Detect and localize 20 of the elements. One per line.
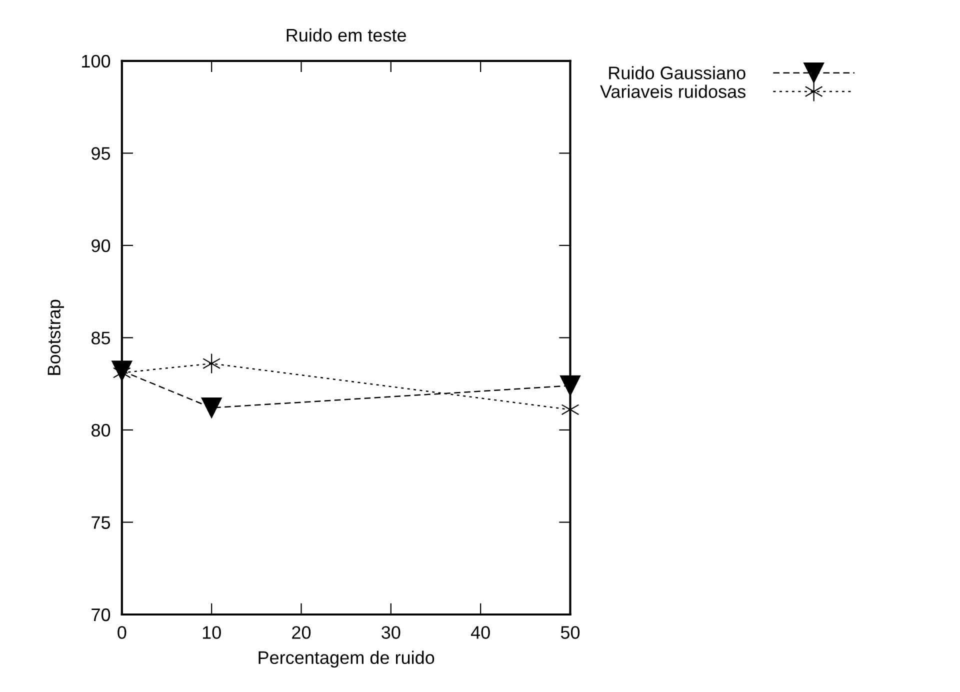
x-tick-label: 30 [382,626,400,639]
y-axis-title: Bootstrap [48,300,64,375]
y-tick-label: 80 [92,424,110,437]
point [201,398,222,418]
y-tick-label: 75 [92,516,110,529]
y-tick-label: 70 [92,608,110,622]
legend-label: Variaveis ruidosas [600,84,746,98]
x-tick-label: 40 [470,626,490,639]
point [202,353,221,374]
y-tick-label: 95 [92,147,110,160]
x-axis-title: Percentagem de ruido [258,650,434,668]
chart-title: Ruido em teste [286,28,406,42]
x-tick-label: 0 [118,626,126,639]
y-tick-label: 85 [92,332,110,344]
y-tick-label: 100 [82,54,110,68]
x-tick-label: 20 [292,626,311,639]
legend-label: Ruido Gaussiano [609,66,746,80]
x-tick-label: 50 [560,626,580,639]
x-tick-label: 10 [202,626,221,639]
y-tick-label: 90 [92,239,110,252]
